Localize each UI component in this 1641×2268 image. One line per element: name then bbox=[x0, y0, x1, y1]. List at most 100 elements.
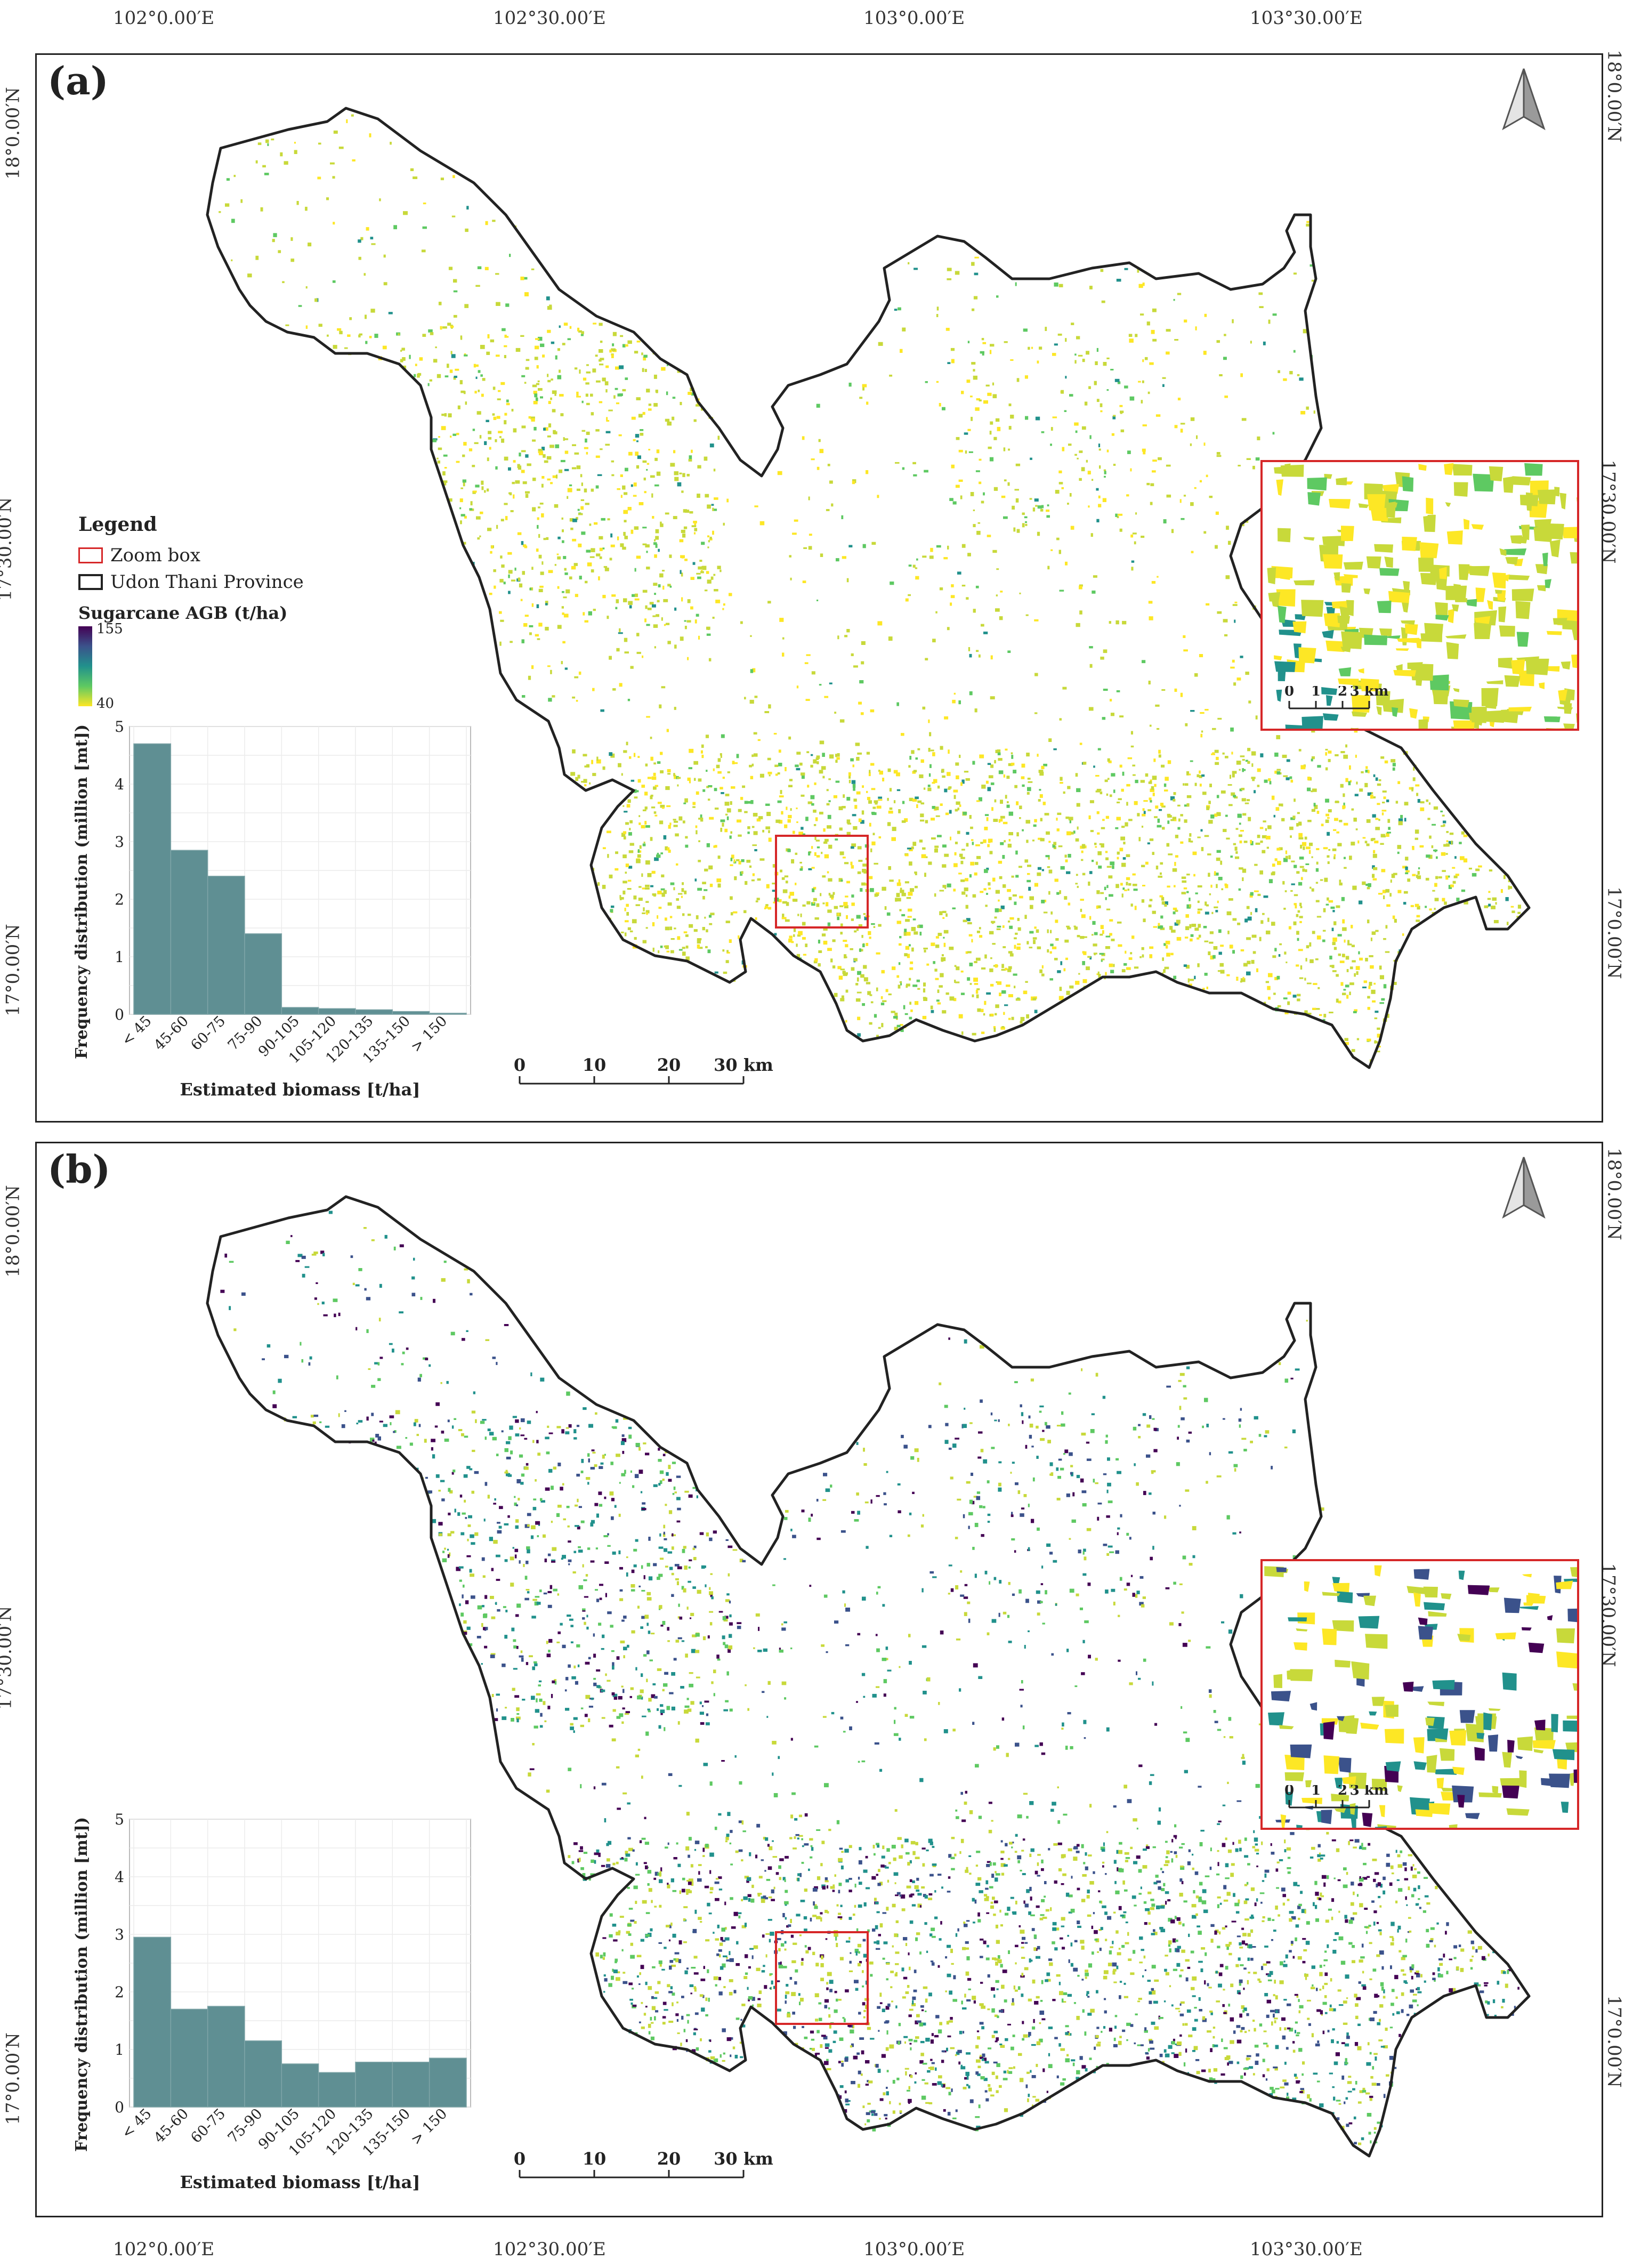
field-patch bbox=[1152, 776, 1157, 780]
field-patch bbox=[636, 397, 641, 400]
field-patch bbox=[1089, 435, 1092, 439]
field-patch bbox=[643, 356, 646, 361]
field-patch bbox=[1165, 2053, 1170, 2057]
field-patch bbox=[1134, 541, 1136, 545]
field-patch bbox=[1200, 1829, 1205, 1832]
field-patch bbox=[627, 507, 632, 511]
field-patch bbox=[505, 1610, 508, 1612]
field-patch bbox=[1055, 938, 1059, 941]
field-patch bbox=[524, 615, 529, 617]
field-patch bbox=[1045, 327, 1047, 331]
field-patch bbox=[462, 479, 466, 483]
field-patch bbox=[498, 1526, 502, 1529]
field-patch bbox=[1311, 2033, 1314, 2038]
field-patch bbox=[1272, 955, 1276, 958]
field-patch bbox=[1381, 810, 1387, 812]
field-patch bbox=[500, 382, 505, 385]
field-patch bbox=[950, 836, 951, 841]
field-patch bbox=[702, 789, 706, 792]
field-patch bbox=[455, 368, 459, 371]
field-patch bbox=[1217, 900, 1219, 903]
field-patch bbox=[877, 893, 879, 896]
field-patch bbox=[866, 470, 869, 474]
inset-field bbox=[1307, 477, 1327, 491]
field-patch bbox=[1170, 819, 1175, 821]
inset-field bbox=[1341, 526, 1354, 542]
field-patch bbox=[1000, 800, 1003, 804]
field-patch bbox=[1000, 591, 1003, 593]
field-patch bbox=[1454, 856, 1457, 859]
field-patch bbox=[1015, 850, 1018, 855]
field-patch bbox=[666, 805, 671, 808]
field-patch bbox=[1113, 2037, 1116, 2041]
field-patch bbox=[976, 650, 979, 652]
field-patch bbox=[960, 879, 965, 882]
field-patch bbox=[398, 333, 400, 336]
field-patch bbox=[1438, 876, 1442, 879]
field-patch bbox=[514, 567, 516, 571]
field-patch bbox=[1192, 2027, 1197, 2031]
field-patch bbox=[693, 1545, 697, 1548]
inset-field bbox=[1363, 588, 1371, 595]
field-patch bbox=[873, 926, 876, 928]
field-patch bbox=[857, 1943, 862, 1948]
field-patch bbox=[487, 528, 492, 531]
field-patch bbox=[1284, 890, 1287, 892]
field-patch bbox=[1030, 457, 1032, 460]
field-patch bbox=[664, 1538, 667, 1540]
field-patch bbox=[1190, 417, 1195, 421]
y-tick-label: 4 bbox=[115, 776, 124, 793]
field-patch bbox=[495, 273, 499, 275]
field-patch bbox=[847, 2100, 851, 2102]
field-patch bbox=[628, 1426, 632, 1430]
field-patch bbox=[720, 753, 722, 756]
field-patch bbox=[585, 1694, 591, 1699]
field-patch bbox=[333, 130, 338, 134]
field-patch bbox=[909, 1966, 911, 1971]
field-patch bbox=[225, 203, 230, 207]
field-patch bbox=[698, 1871, 700, 1875]
field-patch bbox=[914, 931, 918, 935]
field-patch bbox=[700, 1722, 705, 1725]
field-patch bbox=[802, 436, 805, 440]
field-patch bbox=[834, 906, 838, 909]
field-patch bbox=[535, 397, 538, 401]
field-patch bbox=[976, 398, 981, 401]
field-patch bbox=[290, 259, 295, 262]
field-patch bbox=[960, 1570, 963, 1573]
field-patch bbox=[684, 626, 687, 629]
field-patch bbox=[808, 1868, 810, 1871]
field-patch bbox=[953, 889, 956, 892]
field-patch bbox=[1119, 848, 1123, 852]
field-patch bbox=[996, 928, 1001, 930]
field-patch bbox=[706, 786, 709, 788]
field-patch bbox=[709, 923, 713, 925]
field-patch bbox=[973, 509, 975, 511]
field-patch bbox=[1443, 844, 1448, 847]
field-patch bbox=[877, 495, 879, 498]
colorbar-title: Sugarcane AGB (t/ha) bbox=[78, 603, 288, 623]
field-patch bbox=[1181, 1880, 1184, 1884]
field-patch bbox=[692, 806, 696, 808]
field-patch bbox=[1114, 1880, 1117, 1884]
field-patch bbox=[650, 2016, 652, 2021]
field-patch bbox=[988, 887, 991, 890]
field-patch bbox=[843, 902, 848, 906]
field-patch bbox=[681, 556, 684, 559]
field-patch bbox=[1327, 817, 1330, 819]
field-patch bbox=[1014, 1550, 1016, 1553]
field-patch bbox=[774, 933, 777, 936]
field-patch bbox=[1152, 910, 1156, 914]
field-patch bbox=[595, 429, 600, 432]
field-patch bbox=[1117, 381, 1121, 384]
field-patch bbox=[1246, 1882, 1249, 1885]
field-patch bbox=[858, 701, 862, 705]
field-patch bbox=[713, 469, 716, 472]
field-patch bbox=[712, 507, 714, 511]
field-patch bbox=[1101, 843, 1104, 848]
field-patch bbox=[1351, 1049, 1355, 1052]
field-patch bbox=[465, 1517, 467, 1519]
field-patch bbox=[967, 1978, 972, 1981]
field-patch bbox=[564, 469, 569, 471]
field-patch bbox=[413, 1257, 415, 1261]
